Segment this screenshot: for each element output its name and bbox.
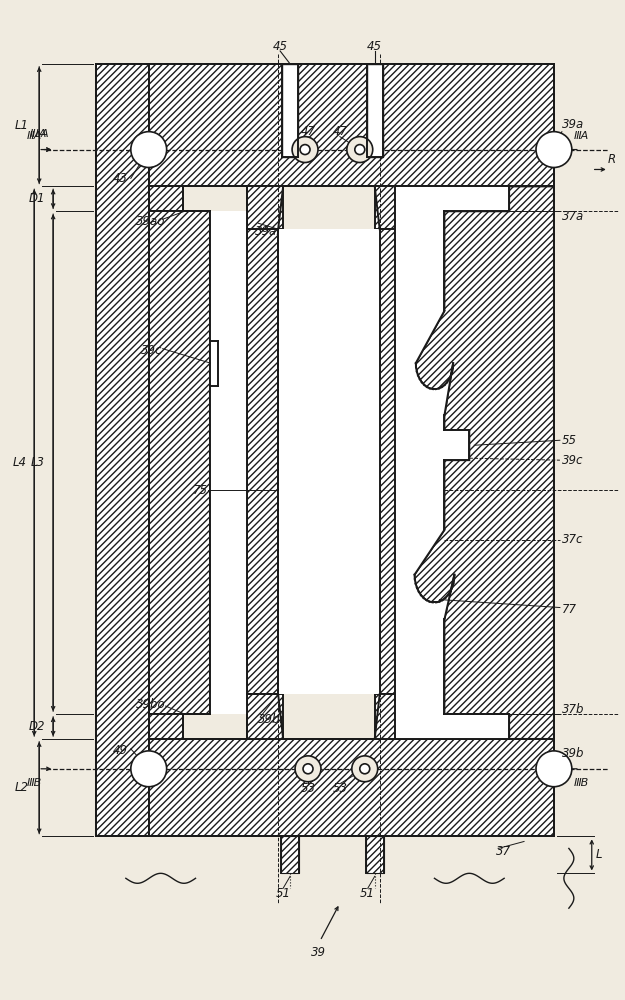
- Text: 39bo: 39bo: [136, 698, 166, 711]
- Polygon shape: [380, 229, 394, 694]
- Polygon shape: [149, 186, 182, 211]
- Polygon shape: [367, 64, 382, 157]
- Text: 55: 55: [562, 434, 577, 447]
- Circle shape: [355, 145, 365, 155]
- Polygon shape: [366, 836, 384, 873]
- Polygon shape: [149, 211, 211, 714]
- Circle shape: [295, 756, 321, 782]
- Text: L: L: [596, 848, 602, 861]
- Circle shape: [303, 764, 313, 774]
- Polygon shape: [248, 186, 283, 229]
- Text: IIIA: IIIA: [29, 129, 47, 139]
- Text: L1: L1: [14, 119, 28, 132]
- Text: 37c: 37c: [562, 533, 583, 546]
- Text: 47: 47: [301, 125, 316, 138]
- Circle shape: [131, 132, 167, 167]
- Circle shape: [536, 132, 572, 167]
- Text: 45: 45: [368, 40, 382, 53]
- Text: 45: 45: [272, 40, 288, 53]
- Text: 39a: 39a: [562, 118, 584, 131]
- Circle shape: [300, 145, 310, 155]
- Polygon shape: [211, 211, 248, 714]
- Polygon shape: [149, 714, 182, 739]
- Text: 37b: 37b: [562, 703, 584, 716]
- Text: R: R: [608, 153, 616, 166]
- Polygon shape: [394, 186, 509, 739]
- Polygon shape: [281, 836, 299, 873]
- Polygon shape: [375, 694, 394, 739]
- Circle shape: [131, 751, 167, 787]
- Polygon shape: [414, 186, 554, 739]
- Text: 53: 53: [301, 782, 316, 795]
- Text: D1: D1: [29, 192, 46, 205]
- Circle shape: [352, 756, 377, 782]
- Circle shape: [292, 137, 318, 163]
- Text: 39ao: 39ao: [136, 215, 165, 228]
- Text: 39c: 39c: [141, 344, 162, 357]
- Text: A: A: [41, 129, 48, 139]
- Circle shape: [536, 751, 572, 787]
- Text: L2: L2: [14, 781, 28, 794]
- Polygon shape: [248, 229, 278, 694]
- Text: 39b: 39b: [562, 747, 584, 760]
- Text: 51: 51: [276, 887, 291, 900]
- Polygon shape: [278, 229, 380, 694]
- Text: 37: 37: [496, 845, 511, 858]
- Text: 75: 75: [192, 484, 208, 497]
- Polygon shape: [282, 64, 298, 157]
- Circle shape: [360, 764, 370, 774]
- Text: 47: 47: [332, 125, 348, 138]
- Text: ⅢA: ⅢA: [27, 131, 42, 141]
- Polygon shape: [248, 694, 283, 739]
- Text: L4: L4: [12, 456, 26, 469]
- Text: 77: 77: [562, 603, 577, 616]
- Polygon shape: [149, 739, 554, 836]
- Text: 37a: 37a: [562, 210, 584, 223]
- Text: 49: 49: [113, 744, 128, 757]
- Text: 39: 39: [311, 946, 326, 959]
- Text: 39ai: 39ai: [255, 225, 281, 238]
- Text: L3: L3: [30, 456, 44, 469]
- Text: ⅢA: ⅢA: [574, 131, 589, 141]
- Text: 43: 43: [113, 172, 128, 185]
- Text: 39bi: 39bi: [258, 713, 284, 726]
- Text: 39c: 39c: [562, 454, 583, 467]
- Text: 51: 51: [360, 887, 375, 900]
- Text: ⅢB: ⅢB: [27, 778, 42, 788]
- Text: ⅢB: ⅢB: [574, 778, 589, 788]
- Polygon shape: [375, 186, 394, 229]
- Text: D2: D2: [29, 720, 46, 733]
- Text: 53: 53: [332, 782, 348, 795]
- Polygon shape: [149, 64, 554, 186]
- Polygon shape: [96, 64, 149, 836]
- Circle shape: [347, 137, 372, 163]
